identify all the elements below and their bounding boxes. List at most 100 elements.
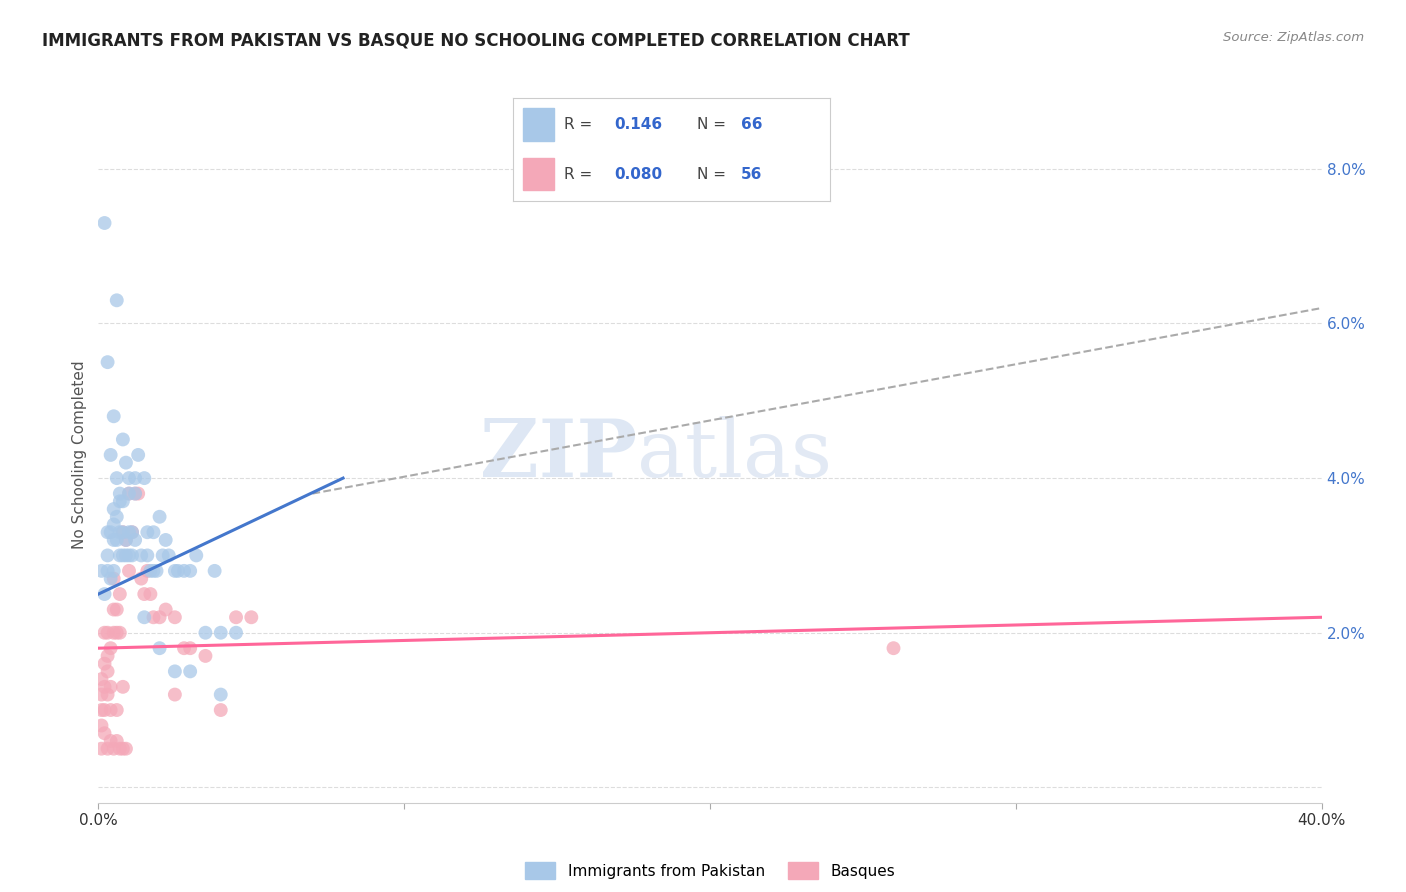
Point (97, 741, 120, 756)
Point (155, 533, 177, 547)
Point (134, 587, 156, 601)
Point (163, 610, 186, 624)
Point (97, 688, 120, 702)
Text: 66: 66 (741, 117, 762, 132)
Point (103, 517, 125, 532)
Point (115, 456, 138, 470)
Point (115, 741, 138, 756)
Point (179, 641, 201, 656)
Point (209, 688, 232, 702)
Point (97, 549, 120, 563)
Point (134, 610, 156, 624)
Point (179, 665, 201, 679)
Text: N =: N = (697, 167, 725, 182)
Point (93, 703, 115, 717)
Point (93, 625, 115, 640)
Text: Source: ZipAtlas.com: Source: ZipAtlas.com (1223, 31, 1364, 45)
Point (111, 433, 134, 447)
Point (163, 688, 186, 702)
Point (90, 672, 112, 686)
Point (225, 625, 247, 640)
Point (100, 572, 122, 586)
Point (127, 448, 149, 462)
Point (103, 564, 125, 578)
Point (204, 564, 226, 578)
Point (93, 216, 115, 230)
Point (90, 703, 112, 717)
Point (111, 525, 134, 540)
Point (124, 486, 146, 500)
Point (129, 572, 152, 586)
Point (103, 602, 125, 616)
Point (105, 703, 128, 717)
Point (121, 549, 143, 563)
Point (115, 549, 138, 563)
Point (118, 471, 141, 485)
Point (100, 703, 122, 717)
Point (155, 602, 177, 616)
Point (194, 625, 217, 640)
Point (105, 734, 128, 748)
Point (240, 610, 263, 624)
Point (108, 549, 131, 563)
Point (103, 741, 125, 756)
Point (118, 486, 141, 500)
Point (129, 549, 152, 563)
Point (105, 625, 128, 640)
Text: atlas: atlas (637, 416, 832, 494)
Point (103, 409, 125, 424)
Point (136, 564, 159, 578)
Point (121, 525, 143, 540)
Point (142, 525, 165, 540)
Point (209, 625, 232, 640)
Point (163, 564, 186, 578)
Point (124, 533, 146, 547)
Point (111, 525, 134, 540)
Text: 0.146: 0.146 (614, 117, 662, 132)
Point (108, 625, 131, 640)
Point (118, 549, 141, 563)
Point (93, 680, 115, 694)
Point (105, 602, 128, 616)
Text: 56: 56 (741, 167, 762, 182)
Point (179, 564, 201, 578)
Point (149, 509, 172, 524)
Point (111, 494, 134, 508)
Point (142, 564, 165, 578)
Point (118, 486, 141, 500)
Point (152, 549, 174, 563)
Point (134, 471, 156, 485)
Point (111, 680, 134, 694)
Point (136, 549, 159, 563)
Point (225, 610, 247, 624)
Point (883, 641, 905, 656)
Point (105, 293, 128, 308)
Point (157, 549, 180, 563)
Point (93, 657, 115, 671)
Point (100, 448, 122, 462)
Point (136, 525, 159, 540)
Point (108, 486, 131, 500)
Point (103, 502, 125, 516)
Y-axis label: No Schooling Completed: No Schooling Completed (72, 360, 87, 549)
Point (100, 525, 122, 540)
Point (121, 525, 143, 540)
Point (103, 533, 125, 547)
Point (209, 703, 232, 717)
Point (167, 564, 190, 578)
Point (115, 533, 138, 547)
Point (145, 564, 167, 578)
Bar (523, 108, 554, 141)
Point (173, 564, 195, 578)
Point (118, 525, 141, 540)
Point (108, 494, 131, 508)
Point (115, 533, 138, 547)
Text: ZIP: ZIP (479, 416, 637, 494)
Legend: Immigrants from Pakistan, Basques: Immigrants from Pakistan, Basques (519, 855, 901, 886)
Point (100, 680, 122, 694)
Text: N =: N = (697, 117, 725, 132)
Point (93, 726, 115, 740)
Point (194, 648, 217, 663)
Point (90, 718, 112, 732)
Point (100, 734, 122, 748)
